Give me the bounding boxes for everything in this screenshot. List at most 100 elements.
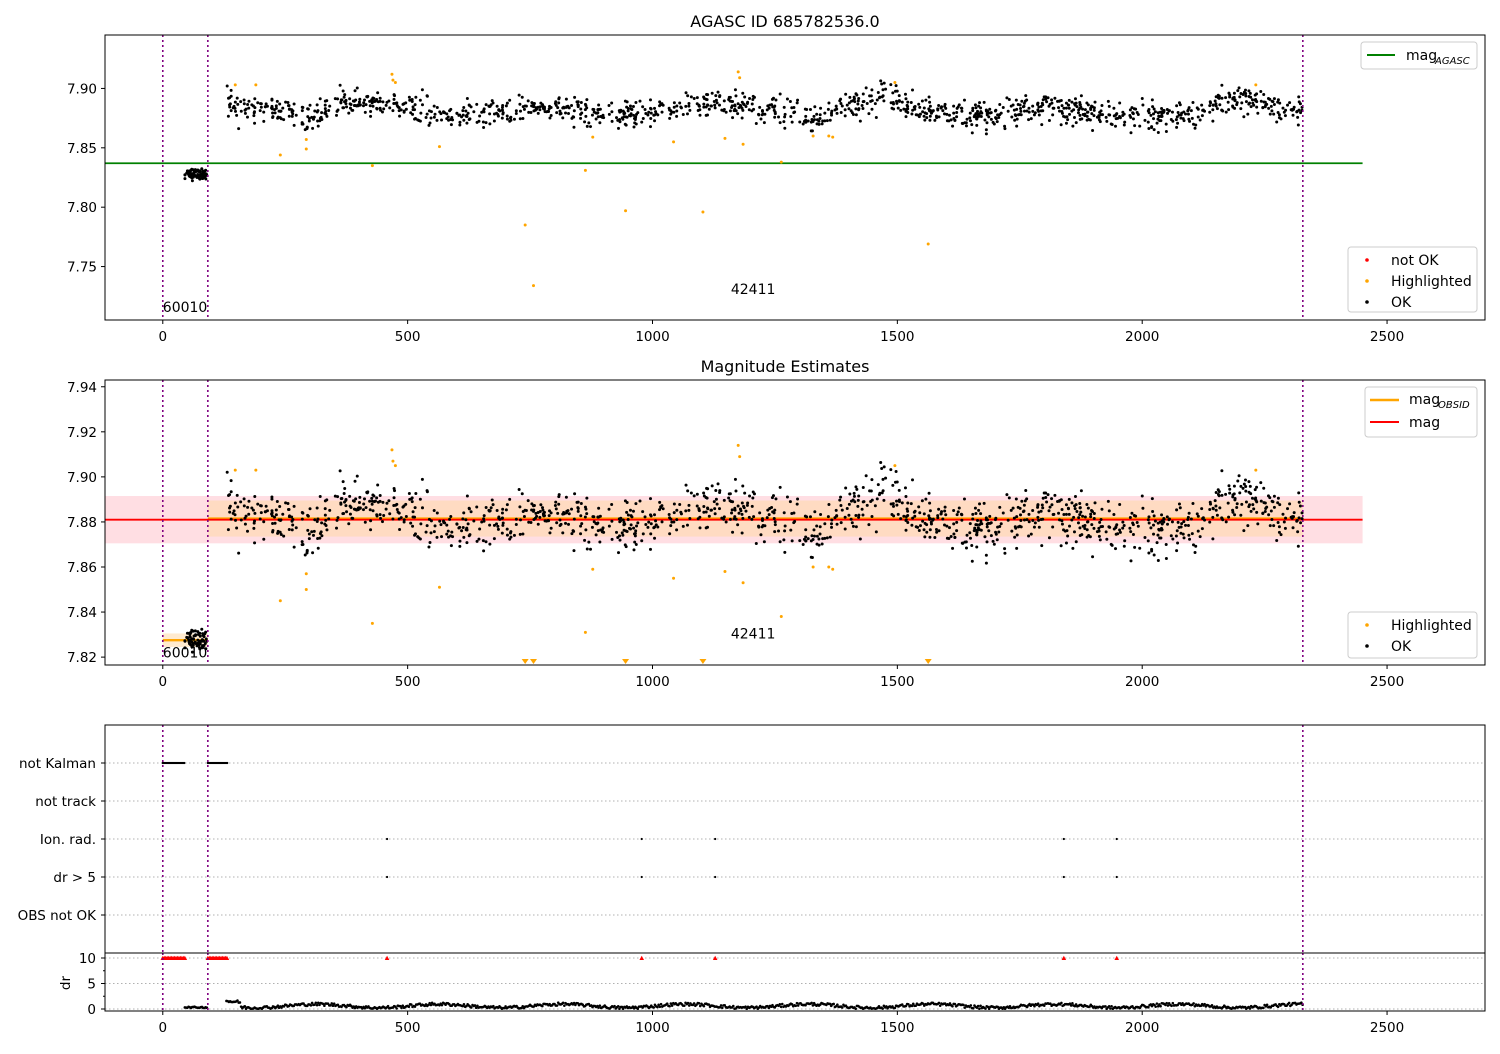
ok-point <box>246 505 250 509</box>
dr-point <box>963 1006 966 1009</box>
dr-point <box>576 1001 580 1005</box>
dr-point <box>731 1004 735 1008</box>
ok-point <box>968 531 972 535</box>
ok-point <box>1176 110 1180 114</box>
ok-point <box>1290 108 1294 112</box>
ok-point <box>311 533 315 537</box>
ok-point <box>905 507 909 511</box>
ok-point <box>910 112 914 116</box>
obsid-label: 42411 <box>731 626 776 642</box>
ok-point <box>632 526 636 530</box>
ok-point <box>565 509 569 513</box>
ok-point <box>1015 117 1019 121</box>
ok-point <box>576 506 580 510</box>
ok-point <box>500 108 504 112</box>
ok-point <box>1086 103 1090 107</box>
ok-point <box>1150 547 1154 551</box>
ok-point <box>823 522 827 526</box>
ok-point <box>925 116 929 120</box>
ok-point <box>812 534 816 538</box>
ok-point <box>521 117 525 121</box>
ok-point <box>1259 99 1263 103</box>
ok-point <box>548 531 552 535</box>
ok-point <box>183 173 187 177</box>
ok-point <box>484 103 488 107</box>
ok-point <box>804 528 808 532</box>
ok-point <box>687 104 691 108</box>
ok-point <box>1208 104 1212 108</box>
legend-label: mag <box>1409 392 1440 408</box>
ok-point <box>1075 509 1079 513</box>
ok-point <box>1200 103 1204 107</box>
dr-point <box>719 1004 723 1007</box>
ok-point <box>1175 104 1179 108</box>
ok-point <box>798 539 802 543</box>
ok-point <box>190 650 194 654</box>
ok-point <box>1261 106 1265 110</box>
ok-point <box>369 528 373 532</box>
ok-point <box>286 104 290 108</box>
ok-point <box>1101 113 1105 117</box>
ok-point <box>1037 105 1041 109</box>
ok-point <box>980 522 984 526</box>
ok-point <box>572 549 576 553</box>
ok-point <box>504 104 508 108</box>
ok-point <box>1024 488 1028 492</box>
ok-point <box>239 518 243 522</box>
ok-point <box>1156 117 1160 121</box>
ok-point <box>928 104 932 108</box>
highlighted-point <box>391 459 395 463</box>
ok-point <box>1176 541 1180 545</box>
ok-point <box>634 101 638 105</box>
ok-point <box>902 107 906 111</box>
ok-point <box>964 121 968 125</box>
ok-point <box>462 511 466 515</box>
ok-point <box>244 107 248 111</box>
ok-point <box>960 518 964 522</box>
highlighted-offscale-marker <box>521 659 529 664</box>
ok-point <box>876 483 880 487</box>
ok-point <box>226 528 230 532</box>
ok-point <box>956 510 960 514</box>
ok-point <box>994 108 998 112</box>
ok-point <box>497 516 501 520</box>
x-tick-label: 0 <box>158 674 167 690</box>
ok-point <box>627 114 631 118</box>
ok-point <box>733 477 737 481</box>
ok-point <box>857 515 861 519</box>
ok-point <box>936 516 940 520</box>
ok-point <box>929 109 933 113</box>
ok-point <box>1278 503 1282 507</box>
ok-point <box>970 131 974 135</box>
ok-point <box>984 518 988 522</box>
dr-point <box>702 1004 706 1008</box>
ok-point <box>1031 518 1035 522</box>
dr-point <box>921 1002 925 1005</box>
ok-point <box>985 121 989 125</box>
ok-point <box>435 535 439 539</box>
ok-point <box>469 510 473 514</box>
dr-point <box>1210 1004 1214 1007</box>
ok-point <box>200 627 204 631</box>
ok-point <box>989 534 993 538</box>
ok-point <box>985 525 989 529</box>
ok-point <box>984 109 988 113</box>
ok-point <box>1152 117 1156 121</box>
ok-point <box>1146 539 1150 543</box>
ok-point <box>1155 121 1159 125</box>
ok-point <box>667 513 671 517</box>
ok-point <box>1249 492 1253 496</box>
ok-point <box>785 97 789 101</box>
ok-point <box>250 506 254 510</box>
ok-point <box>891 91 895 95</box>
ok-point <box>1290 516 1294 520</box>
ok-point <box>1248 503 1252 507</box>
ok-point <box>557 101 561 105</box>
dr-point <box>790 1003 794 1006</box>
ok-point <box>311 126 315 130</box>
ok-point <box>1198 118 1202 122</box>
x-tick-label: 500 <box>395 329 421 345</box>
ok-point <box>1189 517 1193 521</box>
ok-point <box>252 526 256 530</box>
ok-point <box>1146 120 1150 124</box>
